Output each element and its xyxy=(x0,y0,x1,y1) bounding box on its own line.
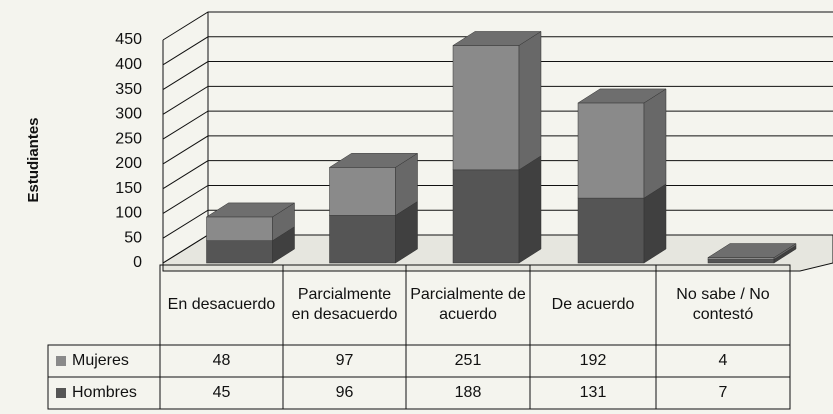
bar-top xyxy=(205,202,296,218)
bar-top xyxy=(452,31,542,46)
data-label: 7 xyxy=(719,384,728,401)
bar xyxy=(206,240,273,264)
category-cell: De acuerdo xyxy=(551,296,635,313)
bar-side xyxy=(518,30,542,171)
bar xyxy=(452,169,520,264)
category-cell: Parcialmente en desacuerdo xyxy=(291,286,398,323)
bar xyxy=(577,102,645,199)
bar xyxy=(329,215,396,264)
y-tick-label: 350 xyxy=(115,81,142,98)
grid-line xyxy=(162,36,833,66)
grid-line xyxy=(162,11,833,41)
data-label: 4 xyxy=(719,352,728,369)
data-label: 188 xyxy=(455,384,482,401)
bar xyxy=(452,45,520,171)
bar xyxy=(707,257,775,260)
y-tick-label: 200 xyxy=(115,155,142,172)
data-label: 45 xyxy=(213,384,231,401)
y-tick-label: 300 xyxy=(115,106,142,123)
legend-label: Hombres xyxy=(72,384,137,401)
y-tick-label: 450 xyxy=(115,31,142,48)
grid-line xyxy=(162,85,833,115)
y-tick-label: 250 xyxy=(115,130,142,147)
x-tick-label: Parcialmente en desacuerdo xyxy=(291,286,398,323)
data-label: 97 xyxy=(336,352,354,369)
legend-label: Mujeres xyxy=(72,352,129,369)
category-cell: En desacuerdo xyxy=(167,296,276,313)
y-tick-label: 0 xyxy=(133,254,142,271)
data-label: 131 xyxy=(580,384,607,401)
x-tick-label: De acuerdo xyxy=(551,296,635,313)
x-tick-label: En desacuerdo xyxy=(167,296,276,313)
data-label: 48 xyxy=(213,352,231,369)
bar-side xyxy=(643,88,667,199)
bar xyxy=(707,259,775,264)
x-tick-label: No sabe / No contestó xyxy=(676,286,770,323)
y-tick-label: 50 xyxy=(124,229,142,246)
bar xyxy=(577,197,645,264)
data-label: 192 xyxy=(580,352,607,369)
y-tick-label: 150 xyxy=(115,180,142,197)
legend-swatch xyxy=(56,388,66,398)
y-tick-label: 400 xyxy=(115,56,142,73)
bar-top xyxy=(707,243,797,258)
y-tick-label: 100 xyxy=(115,205,142,222)
bar-top xyxy=(577,88,667,104)
bar-side xyxy=(518,155,542,264)
grid-line xyxy=(162,61,833,90)
y-axis-label: Estudiantes xyxy=(25,117,42,202)
category-cell: No sabe / No contestó xyxy=(676,286,770,323)
bar xyxy=(206,216,273,241)
bar-top xyxy=(328,153,419,168)
legend-swatch xyxy=(56,356,66,366)
x-tick-label: Parcialmente de acuerdo xyxy=(410,286,526,323)
category-cell: Parcialmente de acuerdo xyxy=(410,286,526,323)
data-label: 96 xyxy=(336,384,354,401)
bar xyxy=(329,167,396,216)
data-label: 251 xyxy=(455,352,482,369)
